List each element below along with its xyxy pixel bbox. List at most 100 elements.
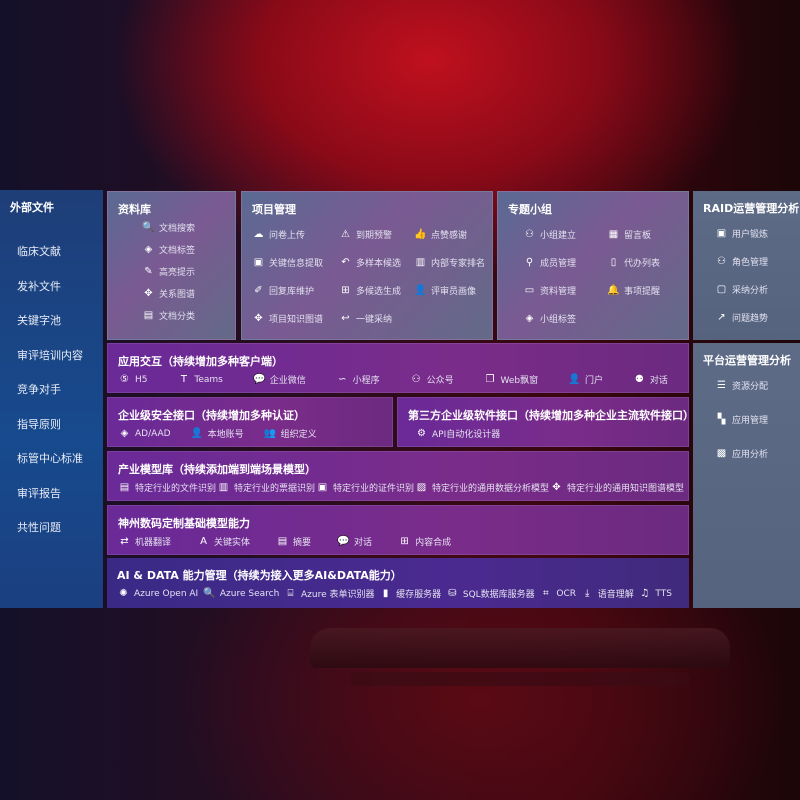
feature-item[interactable]: ▦ 留言板 xyxy=(607,228,660,241)
sidebar-item[interactable]: 审评报告 xyxy=(17,486,61,500)
reply-all-icon: ↶ xyxy=(341,257,350,268)
feature-item[interactable]: ▢ 采纳分析 xyxy=(715,283,768,296)
feature-item[interactable]: ▣ 用户锻炼 xyxy=(715,227,768,240)
sidebar-item[interactable]: 审评培训内容 xyxy=(17,348,83,362)
feature-item[interactable]: ⚠ 到期预警 xyxy=(339,228,401,241)
sidebar-item[interactable]: 竞争对手 xyxy=(17,383,61,397)
sidebar-item[interactable]: 共性问题 xyxy=(17,521,61,535)
project-management-panel: 项目管理 ☁ 问卷上传 ▣ 关键信息提取 ✐ 回复库维护 ✥ 项目知识图谱 ⚠ 到期预警 ↶ 多样本… xyxy=(241,191,493,340)
id-card-icon: ▣ xyxy=(317,482,328,493)
feature-label: 成员管理 xyxy=(540,259,577,269)
feature-item[interactable]: ✥ 特定行业的通用知识图谱模型 xyxy=(550,481,684,494)
feature-item[interactable]: 🔍 Azure Search xyxy=(203,588,279,599)
tag-icon: ◈ xyxy=(525,313,534,324)
feature-item[interactable]: ▤ 文档分类 xyxy=(142,309,195,322)
feature-label: SQL数据库服务器 xyxy=(462,590,535,600)
feature-item[interactable]: 👍 点赞感谢 xyxy=(414,228,485,241)
pen-icon: ✎ xyxy=(144,266,153,277)
feature-label: 对话 xyxy=(354,538,373,548)
feature-item[interactable]: ↗ 问题趋势 xyxy=(715,311,768,324)
feature-item[interactable]: ♫ TTS xyxy=(638,588,672,599)
feature-item[interactable]: ✥ 关系图谱 xyxy=(142,287,195,300)
feature-item[interactable]: ◈ AD/AAD xyxy=(118,428,171,439)
feature-item[interactable]: ▤ 特定行业的文件识别 xyxy=(118,481,216,494)
ai-data-panel: AI & DATA 能力管理（持续为接入更多AI&DATA能力） ✺ Azure … xyxy=(107,558,689,608)
feature-item[interactable]: ❐ Web飘窗 xyxy=(483,373,539,386)
feature-label: 摘要 xyxy=(293,538,312,548)
feature-item[interactable]: ⚙ API自动化设计器 xyxy=(415,427,500,440)
sidebar-item[interactable]: 指导原则 xyxy=(17,417,61,431)
feature-label: 缓存服务器 xyxy=(396,590,442,600)
feature-item[interactable]: ▯ 代办列表 xyxy=(607,256,660,269)
apps-icon: ▚ xyxy=(717,414,726,425)
feature-item[interactable]: ⚇ 角色管理 xyxy=(715,255,768,268)
feature-item[interactable]: 👤 门户 xyxy=(568,373,603,386)
feature-item[interactable]: ▨ 特定行业的通用数据分析模型 xyxy=(415,481,549,494)
feature-item[interactable]: ✥ 项目知识图谱 xyxy=(252,312,323,325)
sidebar-item[interactable]: 发补文件 xyxy=(17,279,61,293)
feature-item[interactable]: ⚇ 公众号 xyxy=(410,373,454,386)
feature-item[interactable]: ▮ 缓存服务器 xyxy=(379,587,441,600)
api-gear-icon: ⚙ xyxy=(417,428,426,439)
feature-item[interactable]: T Teams xyxy=(177,374,223,385)
sidebar-item[interactable]: 关键字池 xyxy=(17,314,61,328)
sidebar-item[interactable]: 临床文献 xyxy=(17,245,61,259)
feature-item[interactable]: ▩ 应用分析 xyxy=(715,447,768,460)
feature-item[interactable]: ▣ 关键信息提取 xyxy=(252,256,323,269)
graph-icon: ✥ xyxy=(254,313,263,324)
receipt-icon: ▥ xyxy=(218,482,229,493)
feature-item[interactable]: ⇄ 机器翻译 xyxy=(118,535,171,548)
feature-item[interactable]: ▭ 资料管理 xyxy=(523,284,576,297)
third-party-panel: 第三方企业级软件接口（持续增加多种企业主流软件接口） ⚙ API自动化设计器 xyxy=(397,397,689,447)
feature-item[interactable]: ▚ 应用管理 xyxy=(715,413,768,426)
mini-program-icon: ∽ xyxy=(337,374,347,385)
feature-item[interactable]: ✎ 高亮提示 xyxy=(142,265,195,278)
feature-item[interactable]: ⊞ 内容合成 xyxy=(398,535,451,548)
puzzle-icon: ⊞ xyxy=(341,285,350,296)
feature-item[interactable]: ⚉ 对话 xyxy=(633,373,668,386)
feature-label: 内部专家排名 xyxy=(431,259,486,269)
graph-icon: ✥ xyxy=(552,482,561,493)
feature-item[interactable]: ✺ Azure Open AI xyxy=(117,588,198,599)
feature-item[interactable]: ◈ 小组标签 xyxy=(523,312,576,325)
feature-item[interactable]: ⛁ SQL数据库服务器 xyxy=(446,587,535,600)
sidebar-item[interactable]: 标管中心标准 xyxy=(17,452,83,466)
feature-item[interactable]: ◈ 文档标签 xyxy=(142,243,195,256)
industry-model-panel: 产业模型库（持续添加端到端场景模型） ▤ 特定行业的文件识别 ▥ 特定行业的票据识别 ▣… xyxy=(107,451,689,501)
feature-item[interactable]: ☰ 资源分配 xyxy=(715,379,768,392)
feature-label: 应用管理 xyxy=(732,416,769,426)
feature-label: 资料管理 xyxy=(540,287,577,297)
feature-item[interactable]: ⌗ OCR xyxy=(539,588,576,599)
feature-item[interactable]: ☁ 问卷上传 xyxy=(252,228,323,241)
tts-icon: ♫ xyxy=(640,588,650,599)
feature-label: AD/AAD xyxy=(135,428,171,439)
entity-icon: A xyxy=(200,536,207,547)
feature-item[interactable]: ▥ 特定行业的票据识别 xyxy=(217,481,315,494)
feature-item[interactable]: ∽ 小程序 xyxy=(336,373,380,386)
feature-item[interactable]: ▥ 内部专家排名 xyxy=(414,256,485,269)
feature-item[interactable]: ↩ 一键采纳 xyxy=(339,312,401,325)
bbs-icon: ▦ xyxy=(608,229,619,240)
chart-icon: ▩ xyxy=(716,448,727,459)
users-icon: ⚇ xyxy=(717,256,726,267)
feature-item[interactable]: ⤓ 语音理解 xyxy=(581,587,634,600)
feature-item[interactable]: ⚲ 成员管理 xyxy=(523,256,576,269)
feature-item[interactable]: ⊞ 多候选生成 xyxy=(339,284,401,297)
feature-item[interactable]: ✐ 回复库维护 xyxy=(252,284,323,297)
feature-item[interactable]: ⌸ Azure 表单识别器 xyxy=(284,587,374,600)
feature-item[interactable]: ▣ 特定行业的证件识别 xyxy=(316,481,414,494)
chat-icon: 💬 xyxy=(337,536,350,547)
feature-item[interactable]: 👤 本地账号 xyxy=(191,427,244,440)
feature-item[interactable]: 👤 评审员画像 xyxy=(414,284,485,297)
feature-label: 机器翻译 xyxy=(135,538,172,548)
feature-item[interactable]: ▤ 摘要 xyxy=(276,535,311,548)
feature-item[interactable]: ⑤ H5 xyxy=(118,374,147,385)
feature-item[interactable]: 💬 对话 xyxy=(337,535,372,548)
feature-item[interactable]: 🔔 事项提醒 xyxy=(607,284,660,297)
feature-item[interactable]: ↶ 多样本候选 xyxy=(339,256,401,269)
feature-item[interactable]: A 关键实体 xyxy=(197,535,250,548)
feature-item[interactable]: 👥 组织定义 xyxy=(264,427,317,440)
feature-item[interactable]: 💬 企业微信 xyxy=(253,373,306,386)
feature-item[interactable]: ⚇ 小组建立 xyxy=(523,228,576,241)
feature-item[interactable]: 🔍 文档搜索 xyxy=(142,221,195,234)
